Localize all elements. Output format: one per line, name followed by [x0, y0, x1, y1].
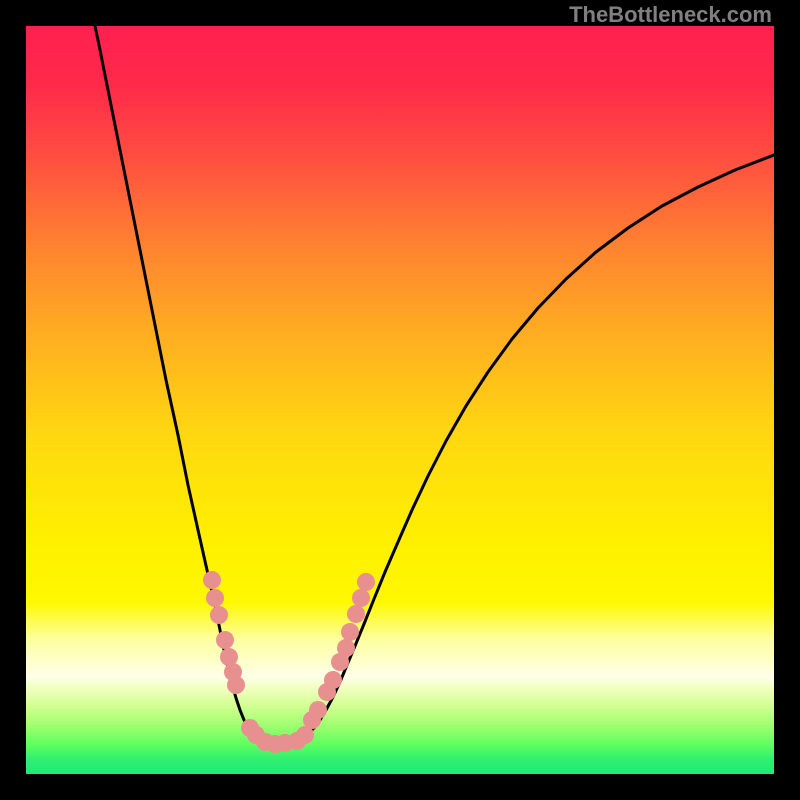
data-marker [324, 671, 342, 689]
bottleneck-chart [0, 0, 800, 800]
watermark: TheBottleneck.com [569, 2, 772, 28]
border-right [774, 0, 800, 800]
data-marker [206, 589, 224, 607]
data-marker [341, 623, 359, 641]
gradient-background [26, 26, 774, 774]
border-bottom [0, 774, 800, 800]
data-marker [357, 573, 375, 591]
border-left [0, 0, 26, 800]
data-marker [210, 606, 228, 624]
data-marker [227, 676, 245, 694]
data-marker [216, 631, 234, 649]
data-marker [352, 589, 370, 607]
data-marker [347, 605, 365, 623]
data-marker [337, 639, 355, 657]
data-marker [203, 571, 221, 589]
data-marker [309, 701, 327, 719]
